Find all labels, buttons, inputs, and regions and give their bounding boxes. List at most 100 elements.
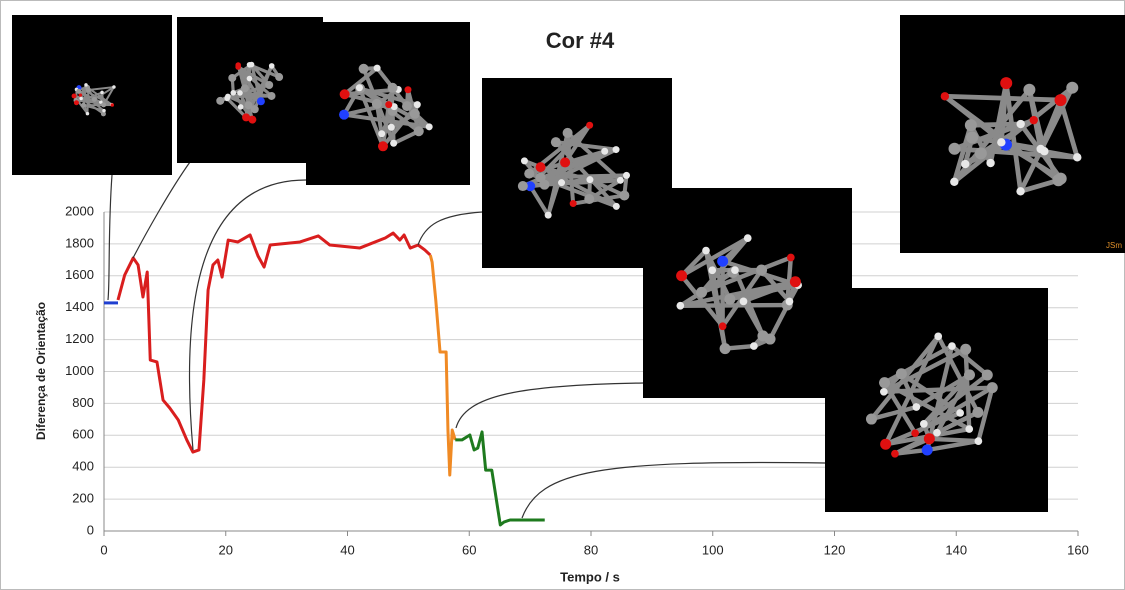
atom bbox=[76, 89, 81, 94]
atom bbox=[72, 93, 77, 98]
atom bbox=[750, 342, 758, 350]
atom bbox=[388, 124, 395, 131]
x-tick-label: 20 bbox=[219, 542, 233, 557]
atom bbox=[920, 420, 928, 428]
atom bbox=[404, 86, 411, 93]
atom bbox=[765, 334, 776, 345]
atom bbox=[1023, 84, 1035, 96]
atom bbox=[518, 181, 528, 191]
atom bbox=[1052, 174, 1064, 186]
atom bbox=[676, 302, 684, 310]
atom bbox=[1016, 120, 1024, 128]
atom bbox=[965, 119, 977, 131]
atom bbox=[744, 234, 752, 242]
atom bbox=[619, 190, 629, 200]
atom bbox=[891, 450, 899, 458]
atom bbox=[374, 65, 381, 72]
atom bbox=[787, 254, 795, 262]
atom bbox=[934, 332, 942, 340]
atom bbox=[112, 85, 116, 89]
atom bbox=[265, 81, 273, 89]
atom bbox=[949, 143, 961, 155]
atom bbox=[586, 176, 593, 183]
atom bbox=[896, 368, 907, 379]
atom bbox=[247, 76, 253, 82]
atom bbox=[216, 97, 224, 105]
atom bbox=[251, 105, 259, 113]
atom bbox=[987, 382, 998, 393]
atom bbox=[241, 84, 249, 92]
atom bbox=[257, 97, 265, 105]
y-tick-label: 1000 bbox=[65, 363, 94, 378]
atom bbox=[613, 203, 620, 210]
atom bbox=[242, 113, 250, 121]
molecule-image bbox=[306, 22, 470, 185]
molecule-image bbox=[12, 15, 172, 175]
atom bbox=[880, 439, 891, 450]
molecule-image bbox=[177, 17, 323, 163]
atom bbox=[941, 92, 949, 100]
atom bbox=[961, 160, 969, 168]
atom bbox=[786, 298, 794, 306]
y-tick-label: 800 bbox=[72, 395, 94, 410]
atom bbox=[545, 212, 552, 219]
y-tick-label: 0 bbox=[87, 522, 94, 537]
atom bbox=[966, 131, 978, 143]
atom bbox=[866, 414, 877, 425]
atom bbox=[1040, 147, 1048, 155]
atom bbox=[536, 162, 546, 172]
atom bbox=[385, 101, 392, 108]
atom bbox=[563, 128, 573, 138]
atom bbox=[717, 256, 728, 267]
atom bbox=[756, 265, 767, 276]
atom bbox=[339, 110, 349, 120]
atom bbox=[539, 180, 549, 190]
y-tick-label: 1800 bbox=[65, 235, 94, 250]
atom bbox=[720, 343, 731, 354]
y-tick-label: 400 bbox=[72, 459, 94, 474]
x-tick-label: 0 bbox=[100, 542, 107, 557]
atom bbox=[84, 83, 88, 87]
atom bbox=[960, 344, 971, 355]
atom bbox=[719, 322, 727, 330]
atom bbox=[92, 97, 97, 102]
y-tick-label: 600 bbox=[72, 427, 94, 442]
x-tick-label: 40 bbox=[340, 542, 354, 557]
molecule-image bbox=[643, 188, 852, 398]
atom bbox=[724, 294, 735, 305]
atom bbox=[111, 103, 115, 107]
y-tick-label: 2000 bbox=[65, 203, 94, 218]
atom bbox=[225, 94, 231, 100]
atom bbox=[570, 200, 577, 207]
atom bbox=[924, 433, 935, 444]
y-tick-label: 200 bbox=[72, 491, 94, 506]
atom bbox=[982, 369, 993, 380]
atom bbox=[950, 178, 958, 186]
atom bbox=[372, 99, 382, 109]
atom bbox=[102, 109, 106, 113]
atom bbox=[696, 287, 707, 298]
atom bbox=[235, 62, 241, 68]
atom bbox=[613, 146, 620, 153]
atom bbox=[275, 73, 283, 81]
atom bbox=[356, 84, 363, 91]
atom bbox=[731, 266, 739, 274]
watermark: JSm bbox=[1106, 241, 1122, 250]
chart-title: Cor #4 bbox=[546, 28, 615, 53]
atom bbox=[101, 102, 106, 107]
atom bbox=[414, 101, 421, 108]
atom bbox=[378, 130, 385, 137]
atom bbox=[390, 140, 397, 147]
atom bbox=[247, 62, 253, 68]
atom bbox=[1016, 187, 1024, 195]
x-tick-label: 80 bbox=[584, 542, 598, 557]
y-tick-label: 1600 bbox=[65, 267, 94, 282]
atom bbox=[1030, 116, 1038, 124]
atom bbox=[74, 100, 79, 105]
x-tick-label: 120 bbox=[824, 542, 846, 557]
x-tick-label: 60 bbox=[462, 542, 476, 557]
atom bbox=[238, 104, 244, 110]
atom bbox=[79, 97, 83, 101]
atom bbox=[911, 429, 919, 437]
atom bbox=[676, 270, 687, 281]
